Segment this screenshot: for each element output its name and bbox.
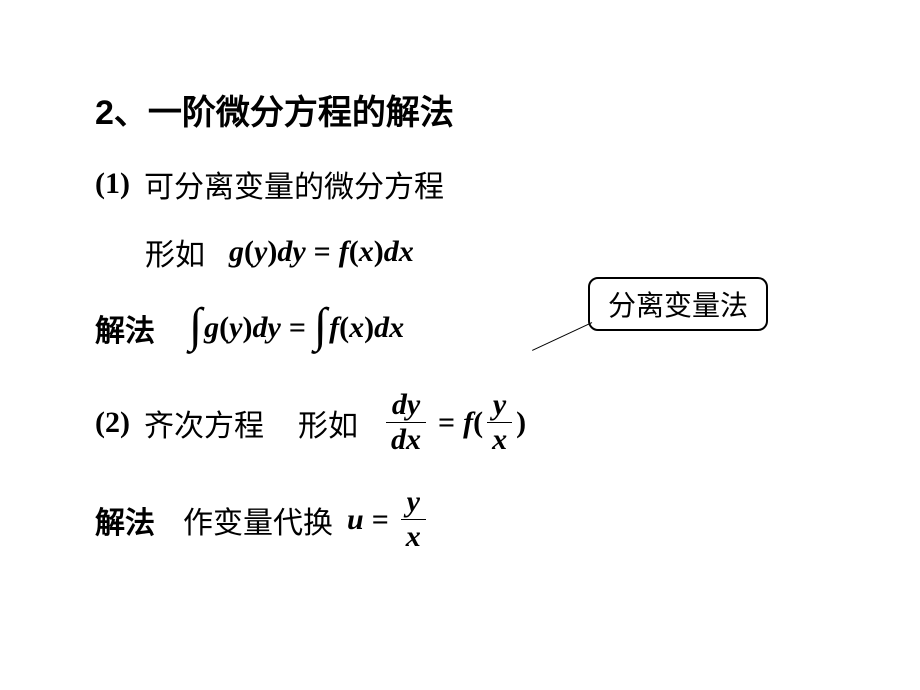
item-1-number: (1)	[95, 167, 130, 201]
sym-x: x	[359, 235, 374, 269]
sym-f: f	[339, 235, 349, 269]
sym-y: y	[402, 487, 425, 519]
item-2-number: (2)	[95, 406, 130, 440]
sym-dx: dx	[386, 422, 426, 455]
item-1-prefix: 形如	[145, 230, 205, 274]
sym-y: y	[254, 235, 267, 269]
item-1-form-row: 形如 g(y)dy = f(x)dx	[145, 230, 825, 274]
sym-dy: dy	[387, 390, 425, 422]
sym-g: g	[229, 235, 244, 269]
sym-x: x	[401, 519, 426, 552]
sym-y: y	[229, 311, 242, 345]
section-title: 2、一阶微分方程的解法	[95, 85, 825, 134]
sym-g: g	[204, 311, 219, 345]
solution-2-sub: 作变量代换	[183, 498, 333, 542]
callout-box: 分离变量法	[588, 277, 768, 331]
item-1-row: (1) 可分离变量的微分方程	[95, 162, 825, 206]
solution-2-row: 解法 作变量代换 u = y x	[95, 487, 825, 552]
integral-icon: ∫	[189, 302, 202, 350]
item-2-label: 齐次方程	[144, 401, 264, 445]
sym-dx: dx	[374, 311, 404, 345]
sym-f: f	[329, 311, 339, 345]
solution-2-label: 解法	[95, 498, 155, 542]
item-1-equation: g(y)dy = f(x)dx	[229, 235, 414, 269]
sym-y: y	[488, 390, 511, 422]
solution-2-equation: u = y x	[347, 487, 430, 552]
sym-x: x	[487, 422, 512, 455]
item-2-row: (2) 齐次方程 形如 dy dx = f( y x )	[95, 390, 825, 455]
fraction-yx: y x	[487, 390, 512, 455]
item-1-label: 可分离变量的微分方程	[144, 162, 444, 206]
integral-icon: ∫	[314, 302, 327, 350]
sym-dx: dx	[384, 235, 414, 269]
fraction-yx: y x	[401, 487, 426, 552]
sym-dy: dy	[252, 311, 280, 345]
sym-x: x	[349, 311, 364, 345]
solution-1-label: 解法	[95, 306, 155, 350]
item-2-prefix: 形如	[298, 401, 358, 445]
sym-u: u	[347, 503, 364, 537]
sym-dy: dy	[277, 235, 305, 269]
sym-f: f	[463, 406, 473, 440]
solution-1-equation: ∫g(y)dy = ∫f(x)dx	[189, 304, 404, 352]
fraction-dydx: dy dx	[386, 390, 426, 455]
item-2-equation: dy dx = f( y x )	[382, 390, 526, 455]
